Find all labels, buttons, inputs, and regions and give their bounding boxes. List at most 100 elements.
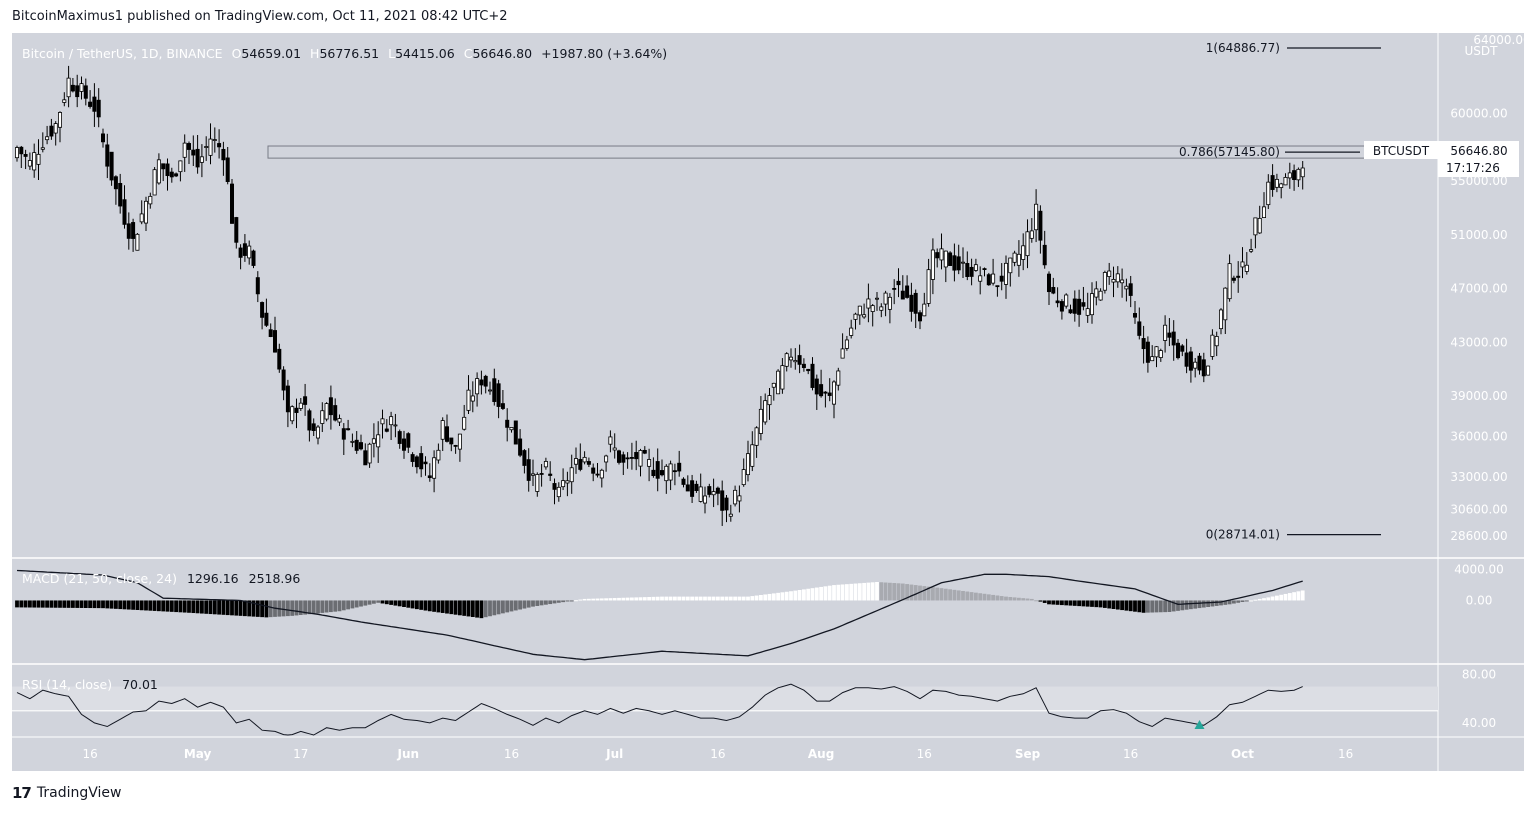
candle[interactable] xyxy=(892,279,897,305)
candle[interactable] xyxy=(1077,289,1082,327)
candle[interactable] xyxy=(1072,290,1077,322)
candle[interactable] xyxy=(1034,189,1039,243)
candle[interactable] xyxy=(690,474,695,503)
candle[interactable] xyxy=(109,151,114,186)
candle[interactable] xyxy=(866,283,871,323)
candle[interactable] xyxy=(156,153,161,185)
candle[interactable] xyxy=(432,450,437,493)
candle[interactable] xyxy=(754,426,759,458)
candle[interactable] xyxy=(569,454,574,494)
candle[interactable] xyxy=(668,460,673,491)
candle[interactable] xyxy=(1090,282,1095,324)
candle[interactable] xyxy=(832,380,837,419)
candle[interactable] xyxy=(58,111,63,143)
candle[interactable] xyxy=(475,372,480,407)
candle[interactable] xyxy=(367,442,372,468)
candle[interactable] xyxy=(535,472,540,497)
candle[interactable] xyxy=(870,303,875,327)
candle[interactable] xyxy=(328,385,333,430)
candle[interactable] xyxy=(238,244,243,270)
candle[interactable] xyxy=(999,263,1004,291)
candle[interactable] xyxy=(1219,308,1224,335)
candle[interactable] xyxy=(1167,318,1172,347)
candle[interactable] xyxy=(217,129,222,159)
candle[interactable] xyxy=(875,292,880,311)
candle[interactable] xyxy=(1158,348,1163,362)
candle[interactable] xyxy=(500,390,505,411)
candle[interactable] xyxy=(174,172,179,178)
candle[interactable] xyxy=(879,303,884,318)
candle[interactable] xyxy=(27,152,32,170)
candle[interactable] xyxy=(767,387,772,420)
candle[interactable] xyxy=(1279,182,1284,199)
candle[interactable] xyxy=(105,133,110,179)
candle[interactable] xyxy=(505,408,510,442)
candle[interactable] xyxy=(806,368,811,375)
candle[interactable] xyxy=(655,448,660,492)
candle[interactable] xyxy=(234,216,239,249)
candle[interactable] xyxy=(956,244,961,275)
candle[interactable] xyxy=(853,312,858,330)
candle[interactable] xyxy=(943,250,948,283)
candle[interactable] xyxy=(995,285,1000,297)
candle[interactable] xyxy=(1270,164,1275,197)
candle[interactable] xyxy=(1231,275,1236,284)
candle[interactable] xyxy=(178,160,183,182)
candle[interactable] xyxy=(814,374,819,410)
candle[interactable] xyxy=(53,121,58,146)
candle[interactable] xyxy=(393,413,398,438)
candle[interactable] xyxy=(1038,205,1043,254)
candle[interactable] xyxy=(857,305,862,325)
candle[interactable] xyxy=(242,234,247,262)
candle[interactable] xyxy=(139,200,144,225)
candle[interactable] xyxy=(423,456,428,476)
candle[interactable] xyxy=(66,65,71,108)
candle[interactable] xyxy=(1012,250,1017,267)
candle[interactable] xyxy=(647,448,652,482)
candle[interactable] xyxy=(948,251,953,266)
candle[interactable] xyxy=(126,212,131,250)
candle[interactable] xyxy=(638,448,643,477)
candle[interactable] xyxy=(599,468,604,488)
candle[interactable] xyxy=(324,402,329,422)
candle[interactable] xyxy=(827,378,832,402)
candle[interactable] xyxy=(1287,162,1292,189)
candle[interactable] xyxy=(79,76,84,100)
candle[interactable] xyxy=(32,143,37,178)
candle[interactable] xyxy=(96,88,101,128)
candle[interactable] xyxy=(763,393,768,425)
candle[interactable] xyxy=(496,379,501,419)
candle[interactable] xyxy=(483,374,488,394)
candle[interactable] xyxy=(1214,331,1219,357)
candle[interactable] xyxy=(1029,218,1034,243)
tradingview-chart[interactable]: 1(64886.77) 0.786(57145.80) 0(28714.01) 60… xyxy=(0,0,1536,780)
candle[interactable] xyxy=(1145,336,1150,373)
candle[interactable] xyxy=(664,464,669,494)
candle[interactable] xyxy=(556,482,561,502)
candle[interactable] xyxy=(19,145,24,168)
candle[interactable] xyxy=(1055,287,1060,308)
candle[interactable] xyxy=(930,238,935,295)
candle[interactable] xyxy=(1274,173,1279,193)
candle[interactable] xyxy=(427,463,432,482)
candle[interactable] xyxy=(204,136,209,161)
candle[interactable] xyxy=(40,132,45,153)
candle[interactable] xyxy=(1296,167,1301,187)
candle[interactable] xyxy=(23,149,28,170)
candle[interactable] xyxy=(406,432,411,453)
candle[interactable] xyxy=(285,379,290,428)
candle[interactable] xyxy=(922,292,927,317)
candle[interactable] xyxy=(961,247,966,279)
fib-level[interactable]: 0(28714.01) xyxy=(1206,528,1381,542)
candle[interactable] xyxy=(83,78,88,106)
candle[interactable] xyxy=(75,74,80,108)
candle[interactable] xyxy=(479,370,484,395)
candle[interactable] xyxy=(1193,358,1198,378)
candle[interactable] xyxy=(789,348,794,368)
candle[interactable] xyxy=(698,473,703,503)
candle[interactable] xyxy=(776,369,781,395)
candle[interactable] xyxy=(604,454,609,472)
candle[interactable] xyxy=(965,251,970,281)
candle[interactable] xyxy=(143,196,148,231)
candle[interactable] xyxy=(801,358,806,372)
